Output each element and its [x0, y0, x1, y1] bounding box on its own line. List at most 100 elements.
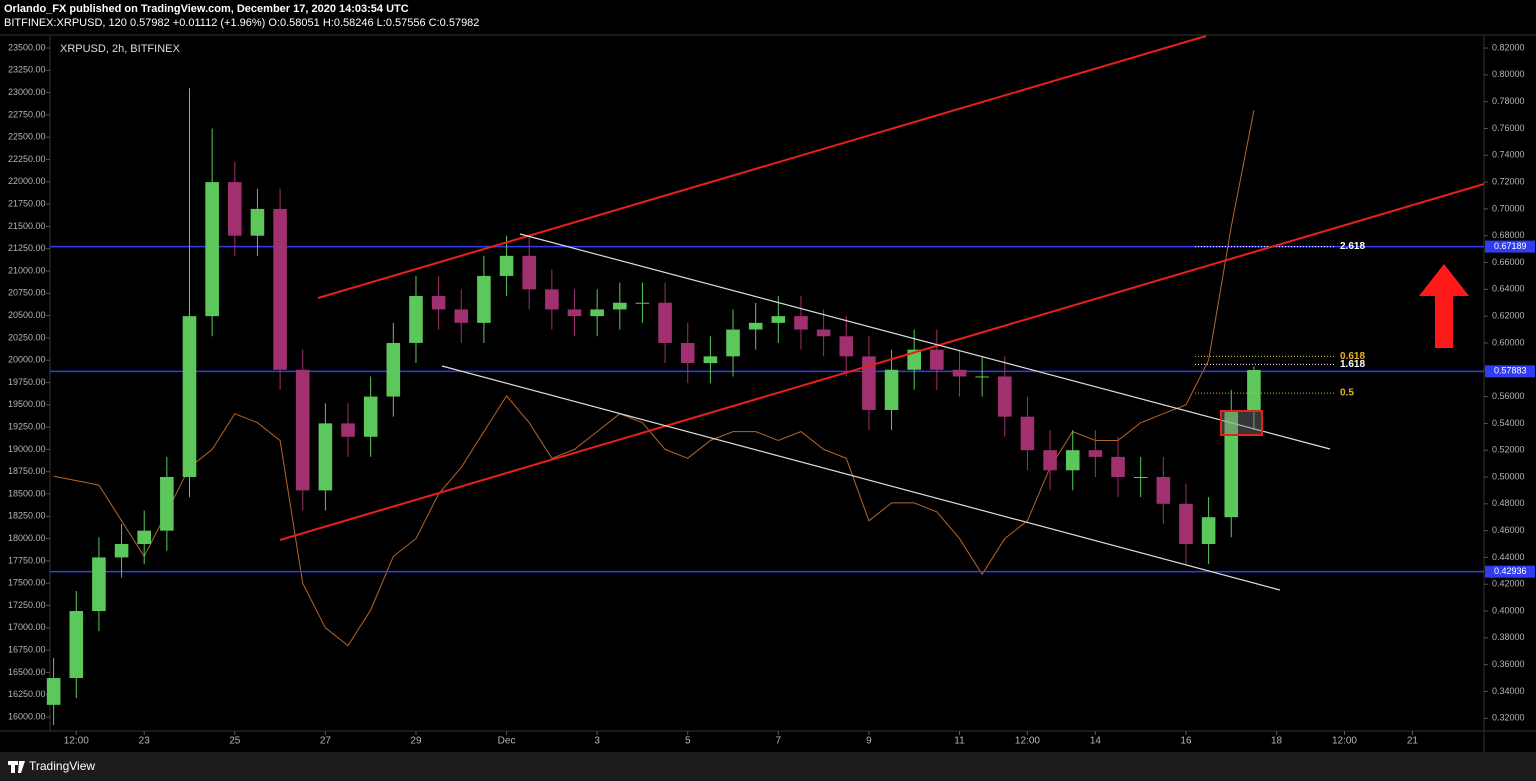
level-label: 0.57883 [1494, 366, 1527, 376]
x-tick-label: 12:00 [64, 736, 89, 747]
y-tick-label: 19250.00 [8, 421, 46, 431]
footer-bar [0, 752, 1536, 781]
y-tick-label: 22000.00 [8, 176, 46, 186]
channel-line [519, 233, 1331, 450]
y-tick-label: 19500.00 [8, 399, 46, 409]
candle-body [114, 544, 129, 558]
y2-tick-label: 0.34000 [1492, 686, 1525, 696]
fib-label: 0.618 [1340, 351, 1365, 362]
fib-label: 2.618 [1340, 241, 1365, 252]
x-tick-label: 18 [1271, 736, 1283, 747]
candle-body [228, 182, 242, 236]
y-tick-label: 17250.00 [8, 600, 46, 610]
x-tick-label: 12:00 [1332, 736, 1357, 747]
candle-body [1020, 416, 1035, 451]
high: H:0.58246 [323, 17, 374, 29]
level-box [1485, 240, 1535, 253]
candle-body [1065, 450, 1080, 471]
candle-body [862, 356, 876, 410]
fib-label: 1.618 [1340, 359, 1365, 370]
candle-body [816, 329, 831, 337]
y-tick-label: 16750.00 [8, 644, 46, 654]
x-tick-label: 9 [866, 736, 872, 747]
x-tick-label: 11 [954, 736, 965, 747]
candle-body [341, 423, 355, 437]
y2-tick-label: 0.56000 [1492, 391, 1525, 401]
y-tick-label: 18750.00 [8, 466, 46, 476]
y2-tick-label: 0.68000 [1492, 230, 1525, 240]
candle-body [1247, 370, 1261, 410]
level-label: 0.42936 [1494, 566, 1527, 576]
candle-body [658, 302, 672, 343]
y-tick-label: 22750.00 [8, 109, 46, 119]
author-line: Orlando_FX published on TradingView.com,… [4, 3, 409, 15]
x-tick-label: 3 [594, 736, 600, 747]
y2-tick-label: 0.44000 [1492, 552, 1525, 562]
candle-body [1088, 450, 1103, 457]
channel-line [441, 365, 1281, 591]
level-box [1485, 565, 1535, 578]
candle-body [69, 611, 84, 679]
candle-body [250, 208, 265, 236]
y-tick-label: 20750.00 [8, 288, 46, 298]
footer-brand: TradingView [29, 759, 95, 773]
y-tick-label: 22500.00 [8, 132, 46, 142]
x-tick-label: 12:00 [1015, 736, 1040, 747]
candle-body [590, 309, 604, 317]
candle-body [1111, 456, 1125, 477]
drawings [279, 35, 1485, 591]
y2-tick-label: 0.82000 [1492, 42, 1525, 52]
candle-body [477, 275, 491, 323]
up-arrow [1419, 264, 1469, 348]
fib-label: 0.5 [1340, 388, 1354, 399]
candle-body [318, 423, 333, 491]
candle-body [46, 678, 61, 705]
y2-tick-label: 0.70000 [1492, 203, 1525, 213]
candle-body [1133, 476, 1148, 478]
y2-tick-label: 0.36000 [1492, 659, 1525, 669]
y2-tick-label: 0.42000 [1492, 579, 1525, 589]
logo [8, 761, 25, 773]
y2-tick-label: 0.60000 [1492, 337, 1525, 347]
candle-body [635, 302, 650, 304]
candle-body [499, 255, 514, 276]
y2-tick-label: 0.48000 [1492, 498, 1525, 508]
level-box [1485, 365, 1535, 378]
y2-tick-label: 0.76000 [1492, 123, 1525, 133]
candle-body [975, 376, 989, 378]
candle-body [454, 309, 469, 323]
x-tick-label: 5 [685, 736, 691, 747]
y-tick-label: 18000.00 [8, 533, 46, 543]
y2-tick-label: 0.50000 [1492, 471, 1525, 481]
candle-body [794, 316, 808, 330]
candle-body [680, 342, 695, 364]
change: +0.01112 (+1.96%) [173, 17, 266, 29]
candle-body [1201, 517, 1216, 545]
candle-body [952, 369, 967, 377]
candle-body [703, 356, 718, 364]
y-tick-label: 23500.00 [8, 42, 46, 52]
y-tick-label: 18250.00 [8, 511, 46, 521]
y-tick-label: 23250.00 [8, 65, 46, 75]
y-tick-label: 16000.00 [8, 711, 46, 721]
candle-body [839, 336, 854, 357]
candle-body [613, 302, 627, 310]
candle-body [409, 296, 423, 343]
y2-tick-label: 0.72000 [1492, 176, 1525, 186]
y-tick-label: 17750.00 [8, 555, 46, 565]
y2-tick-label: 0.74000 [1492, 150, 1525, 160]
candle-body [205, 182, 219, 317]
y-tick-label: 20000.00 [8, 355, 46, 365]
y2-tick-label: 0.54000 [1492, 418, 1525, 428]
y-tick-label: 16500.00 [8, 667, 46, 677]
y-tick-label: 18500.00 [8, 488, 46, 498]
y-tick-label: 21000.00 [8, 265, 46, 275]
x-tick-label: 25 [229, 736, 241, 747]
x-tick-label: 29 [410, 736, 422, 747]
candle-body [545, 289, 559, 310]
y2-tick-label: 0.62000 [1492, 311, 1525, 321]
y2-tick-label: 0.80000 [1492, 69, 1525, 79]
candle-body [748, 322, 763, 330]
